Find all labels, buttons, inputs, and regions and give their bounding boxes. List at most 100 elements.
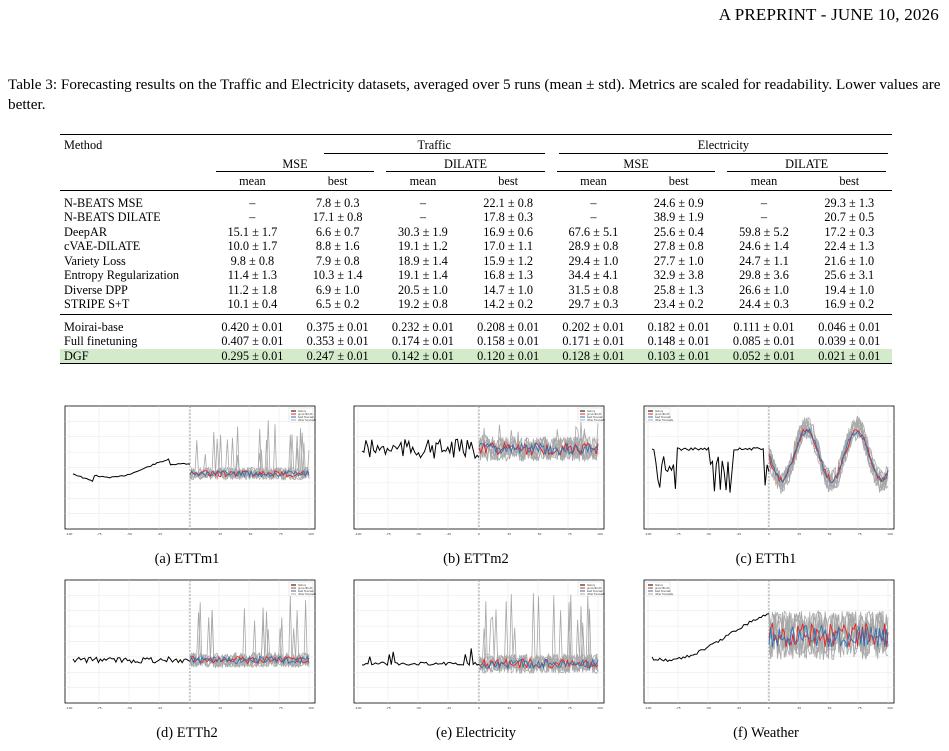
- metric-cell: –: [590, 195, 597, 210]
- dataset-header-electricity: Electricity: [551, 135, 892, 154]
- metric-cell: 0.407 ± 0.01: [221, 334, 284, 348]
- metric-header: MSE: [551, 154, 722, 172]
- history-line: [72, 655, 191, 664]
- best-line: [189, 469, 310, 478]
- metric-cell: 0.353 ± 0.01: [306, 334, 369, 348]
- table-row: Entropy Regularization 11.4 ± 1.3 10.3 ± 1…: [60, 268, 892, 283]
- x-tick-label: -25: [736, 706, 741, 710]
- dataset-label: Electricity: [558, 138, 888, 154]
- x-tick-label: 0: [768, 532, 770, 536]
- best-line: [768, 427, 889, 484]
- legend-label: history: [298, 410, 307, 413]
- x-tick-label: 75: [858, 706, 862, 710]
- legend-label: history: [655, 584, 664, 587]
- other-forecast-line: [478, 429, 599, 461]
- x-tick-label: -100: [66, 706, 73, 710]
- figure-caption: (e) Electricity: [435, 725, 517, 741]
- running-header: A PREPRINT - JUNE 10, 2026: [719, 5, 939, 25]
- metric-cell: 17.2 ± 0.3: [824, 224, 875, 239]
- metric-cell: 16.9 ± 0.6: [483, 224, 534, 239]
- metric-cell: 0.420 ± 0.01: [221, 319, 284, 334]
- x-tick-label: 50: [828, 706, 832, 710]
- metric-cell: 0.295 ± 0.01: [209, 348, 296, 364]
- x-tick-label: -50: [416, 532, 421, 536]
- metric-cell: 21.6 ± 1.0: [824, 253, 875, 268]
- metric-cell: 19.2 ± 0.8: [398, 297, 448, 311]
- metric-cell: 67.6 ± 5.1: [568, 224, 619, 239]
- x-tick-label: -25: [157, 706, 162, 710]
- x-tick-label: 75: [568, 532, 572, 536]
- metric-cell: 22.4 ± 1.3: [824, 239, 875, 253]
- metric-cell: 30.3 ± 1.9: [398, 224, 448, 239]
- x-tick-label: 0: [768, 706, 770, 710]
- x-tick-label: -75: [386, 532, 391, 536]
- metric-label: MSE: [215, 157, 375, 172]
- legend-label: other forecasts: [655, 593, 674, 596]
- x-tick-label: -25: [157, 532, 162, 536]
- table-row: DeepAR 15.1 ± 1.7 6.6 ± 0.7 30.3 ± 1.9 16.9 …: [60, 225, 892, 240]
- method-header: Method: [64, 138, 103, 152]
- legend-label: best forecast: [587, 416, 603, 419]
- x-tick-label: 25: [507, 706, 511, 710]
- results-table-container: Method Traffic Electricity MSE DILATE MS…: [60, 134, 892, 364]
- x-tick-label: -75: [97, 706, 102, 710]
- x-tick-label: 100: [597, 532, 603, 536]
- table-row: N-BEATS DILATE – 17.1 ± 0.8 – 17.8 ± 0.3 – 38.…: [60, 210, 892, 225]
- metric-cell: 24.6 ± 0.9: [653, 195, 704, 210]
- metric-cell: 7.9 ± 0.8: [315, 253, 360, 268]
- x-tick-label: 50: [538, 532, 542, 536]
- metric-cell: 23.4 ± 0.2: [653, 297, 704, 311]
- metric-cell: 0.171 ± 0.01: [562, 334, 625, 348]
- method-name: N-BEATS MSE: [64, 195, 143, 210]
- metric-cell: 0.232 ± 0.01: [391, 319, 454, 334]
- x-tick-label: 50: [828, 532, 832, 536]
- metric-label: MSE: [556, 157, 716, 172]
- metric-cell: 17.0 ± 1.1: [483, 239, 534, 253]
- x-tick-label: 100: [597, 706, 603, 710]
- stat-header: mean: [580, 173, 607, 188]
- x-tick-label: 75: [279, 532, 283, 536]
- other-forecast-line: [478, 423, 599, 462]
- method-name: DeepAR: [64, 224, 108, 239]
- metric-cell: –: [249, 210, 256, 224]
- metric-cell: 17.1 ± 0.8: [312, 210, 363, 224]
- figure-caption: (f) Weather: [733, 725, 799, 741]
- metric-cell: 10.1 ± 0.4: [227, 297, 278, 311]
- metric-cell: 15.9 ± 1.2: [483, 253, 534, 268]
- method-name: cVAE-DILATE: [64, 239, 141, 253]
- table-row: STRIPE S+T 10.1 ± 0.4 6.5 ± 0.2 19.2 ± 0.8 1…: [60, 297, 892, 314]
- metric-cell: –: [419, 210, 426, 224]
- metric-cell: 0.128 ± 0.01: [550, 348, 637, 364]
- forecast-plot: history groundtruth best forecast other for…: [57, 402, 319, 537]
- metric-cell: 20.5 ± 1.0: [398, 282, 448, 297]
- metric-cell: 38.9 ± 1.9: [653, 210, 704, 224]
- legend-label: other forecasts: [298, 419, 317, 422]
- table-row: Full finetuning 0.407 ± 0.01 0.353 ± 0.01 0…: [60, 334, 892, 349]
- metric-cell: 24.7 ± 1.1: [739, 253, 789, 268]
- x-tick-label: 0: [189, 532, 191, 536]
- x-tick-label: 25: [507, 532, 511, 536]
- method-name: Diverse DPP: [64, 282, 128, 297]
- x-tick-label: 75: [858, 532, 862, 536]
- x-tick-label: -100: [645, 532, 652, 536]
- method-name: STRIPE S+T: [64, 297, 130, 311]
- groundtruth-line: [768, 622, 889, 648]
- metric-cell: 29.8 ± 3.6: [739, 268, 789, 282]
- metric-cell: 0.202 ± 0.01: [562, 319, 625, 334]
- best-line: [478, 657, 599, 670]
- metric-cell: 32.9 ± 3.8: [653, 268, 704, 282]
- method-name: Full finetuning: [64, 334, 138, 348]
- metric-cell: 0.148 ± 0.01: [647, 334, 710, 348]
- x-tick-label: 25: [218, 706, 222, 710]
- legend-label: best forecast: [298, 590, 314, 593]
- metric-cell: 24.6 ± 1.4: [739, 239, 789, 253]
- x-tick-label: -75: [386, 706, 391, 710]
- metric-cell: 29.7 ± 0.3: [568, 297, 619, 311]
- stat-header: mean: [239, 173, 266, 188]
- other-forecast-line: [768, 610, 889, 660]
- method-name: Entropy Regularization: [64, 268, 180, 282]
